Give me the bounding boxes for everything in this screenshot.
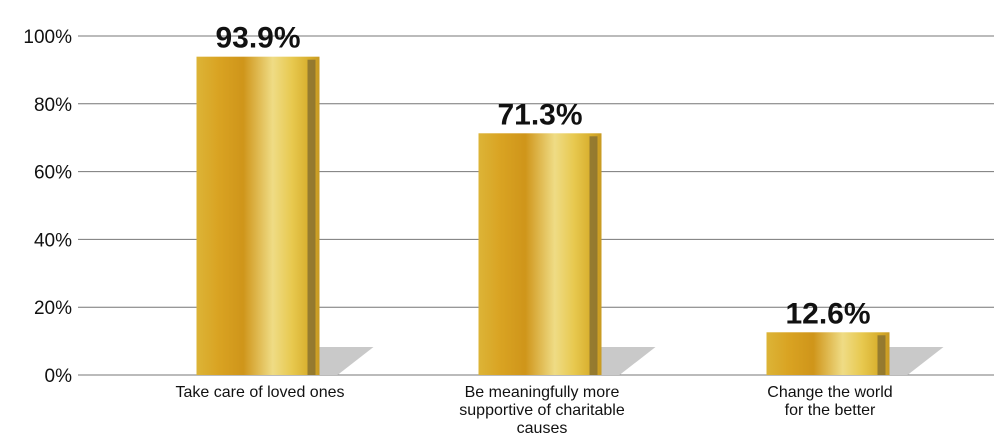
x-tick-label: Change the world bbox=[767, 384, 892, 401]
y-tick-label: 80% bbox=[34, 95, 72, 116]
data-label: 93.9% bbox=[215, 22, 300, 55]
bar-edge bbox=[877, 335, 886, 375]
bar bbox=[766, 332, 890, 375]
bar-edge bbox=[307, 59, 316, 375]
bar-shadow bbox=[313, 347, 374, 375]
bar-shadows bbox=[313, 347, 944, 375]
x-tick-label: Take care of loved ones bbox=[176, 384, 345, 401]
y-tick-label: 100% bbox=[23, 27, 72, 48]
data-label: 12.6% bbox=[785, 297, 870, 330]
x-tick-label: Be meaningfully more bbox=[465, 384, 620, 401]
data-label: 71.3% bbox=[497, 98, 582, 131]
y-tick-label: 60% bbox=[34, 163, 72, 184]
y-tick-label: 0% bbox=[45, 366, 73, 387]
x-tick-label: for the better bbox=[785, 402, 876, 419]
y-tick-label: 40% bbox=[34, 230, 72, 251]
x-axis-tick-labels: Take care of loved ones Be meaningfully m… bbox=[176, 384, 893, 437]
x-tick-label: causes bbox=[517, 420, 568, 437]
data-labels: 93.9% 71.3% 12.6% bbox=[215, 22, 870, 331]
bar bbox=[196, 56, 320, 375]
bar-edge bbox=[589, 136, 598, 375]
bar-shadow bbox=[883, 347, 944, 375]
x-tick-label: supportive of charitable bbox=[459, 402, 625, 419]
bar bbox=[478, 133, 602, 375]
bar-shadow bbox=[595, 347, 656, 375]
y-axis-tick-labels: 0% 20% 40% 60% 80% 100% bbox=[23, 27, 72, 387]
bars bbox=[196, 56, 890, 375]
y-tick-label: 20% bbox=[34, 298, 72, 319]
